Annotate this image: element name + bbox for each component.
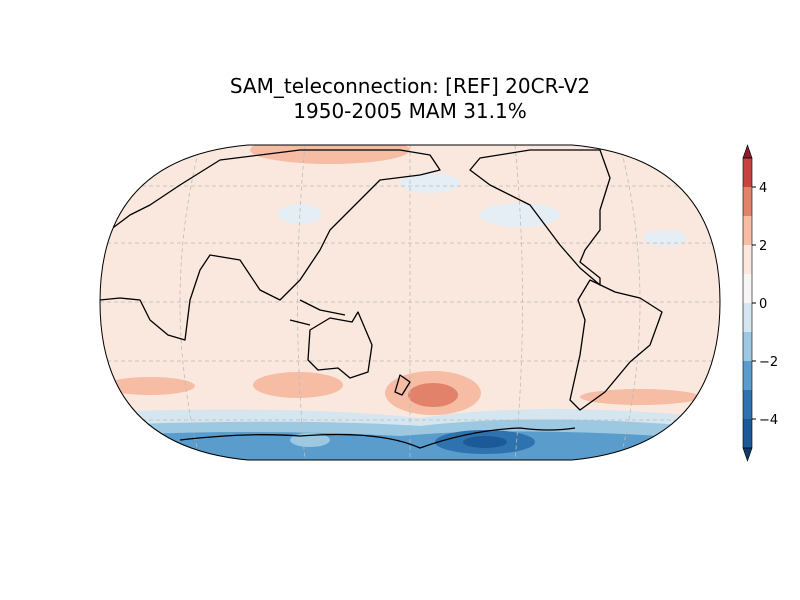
contour-fill — [643, 230, 687, 246]
contour-fill — [253, 372, 343, 398]
contour-fill — [580, 389, 700, 405]
colorbar-tick-label: −4 — [759, 413, 778, 428]
contour-fill — [105, 377, 195, 395]
colorbar-segment — [743, 419, 752, 448]
map — [100, 145, 720, 460]
contour-fill — [408, 383, 458, 407]
colorbar-tick-label: −2 — [759, 355, 778, 370]
colorbar-segment — [743, 303, 752, 332]
colorbar-segment — [743, 187, 752, 216]
graticule — [100, 145, 720, 460]
contour-fill — [463, 436, 507, 448]
map-frame — [99, 144, 721, 461]
colorbar-segment — [743, 274, 752, 303]
colorbar-segment — [743, 245, 752, 274]
title-line: SAM_teleconnection: [REF] 20CR-V2 — [230, 74, 590, 98]
coastlines — [100, 149, 663, 449]
contour-fill — [100, 431, 720, 460]
colorbar-tick-label: 4 — [759, 181, 767, 196]
contour-fill — [278, 204, 322, 224]
colorbar-tick-label: 0 — [759, 297, 767, 312]
title-line: 1950-2005 MAM 31.1% — [293, 99, 526, 123]
contour-fill — [400, 173, 460, 193]
colorbar-segment — [743, 332, 752, 361]
colorbar-segment — [743, 158, 752, 187]
colorbar-tick-label: 2 — [759, 239, 767, 254]
colorbar-extension — [742, 144, 753, 159]
colorbar-extension — [742, 447, 753, 462]
colorbar: −4 −2 0 2 4 — [742, 144, 778, 462]
colorbar-segment — [743, 390, 752, 419]
colorbar-segment — [743, 361, 752, 390]
colorbar-segment — [743, 216, 752, 245]
